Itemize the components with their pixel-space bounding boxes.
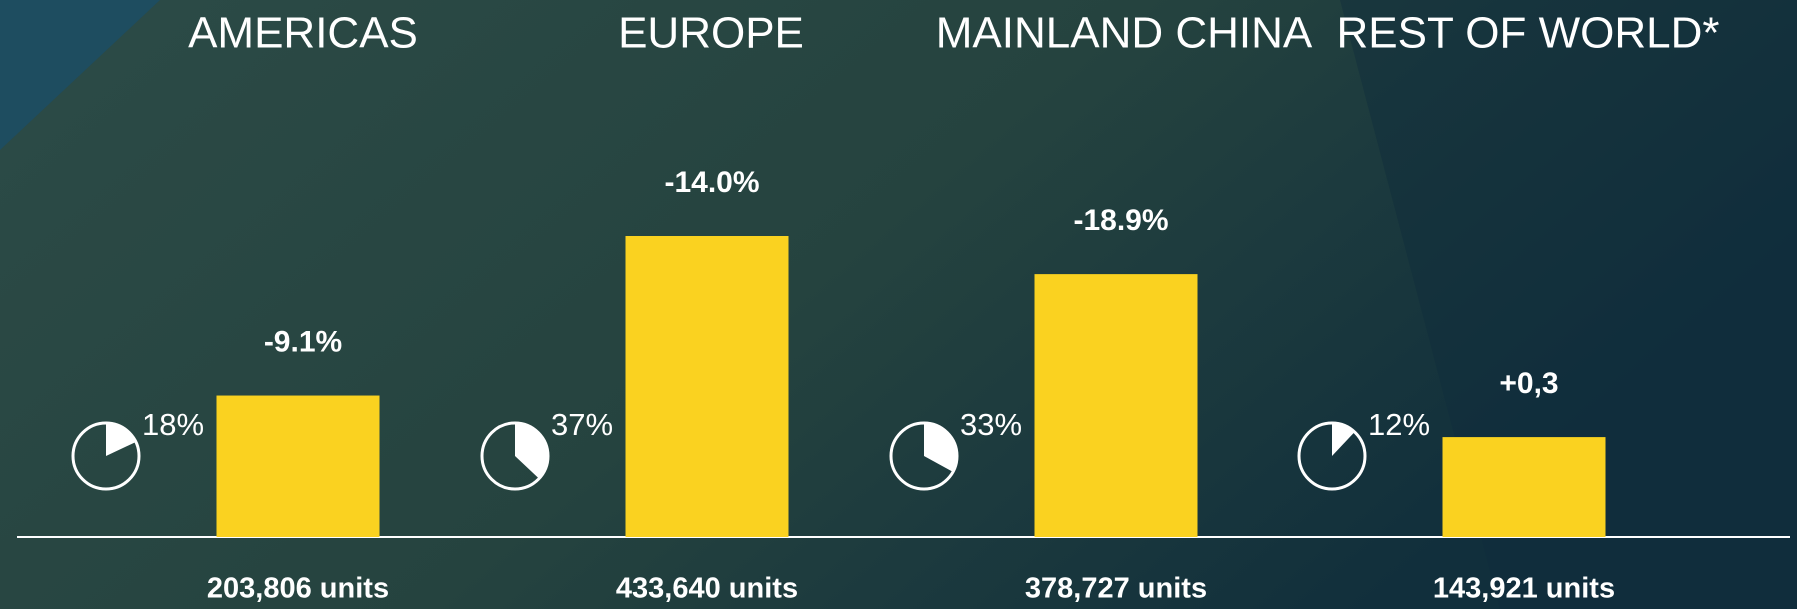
bar [216,395,380,537]
region-title: AMERICAS [188,9,418,58]
units-label: 378,727 units [1025,573,1207,605]
change-label: -9.1% [264,325,342,358]
region-title: EUROPE [618,9,804,58]
share-label: 37% [551,407,613,442]
share-wedge [1332,423,1355,456]
region-title: MAINLAND CHINA [936,9,1313,58]
units-label: 143,921 units [1433,573,1615,605]
bar [1442,437,1606,537]
share-circle [71,421,141,491]
share-wedge [515,423,548,479]
background-facet [1340,0,1797,609]
corner-accent [0,0,160,150]
share-circle [889,421,959,491]
units-label: 203,806 units [207,573,389,605]
change-label: -18.9% [1073,204,1168,237]
share-label: 18% [142,407,204,442]
share-wedge [106,423,136,456]
change-label: +0,3 [1499,367,1558,400]
share-circle [480,421,550,491]
bar [625,236,789,537]
bar [1034,274,1198,537]
change-label: -14.0% [664,166,759,199]
share-circle [1297,421,1367,491]
share-label: 33% [960,407,1022,442]
share-label: 12% [1368,407,1430,442]
region-title: REST OF WORLD* [1336,9,1719,58]
units-label: 433,640 units [616,573,798,605]
